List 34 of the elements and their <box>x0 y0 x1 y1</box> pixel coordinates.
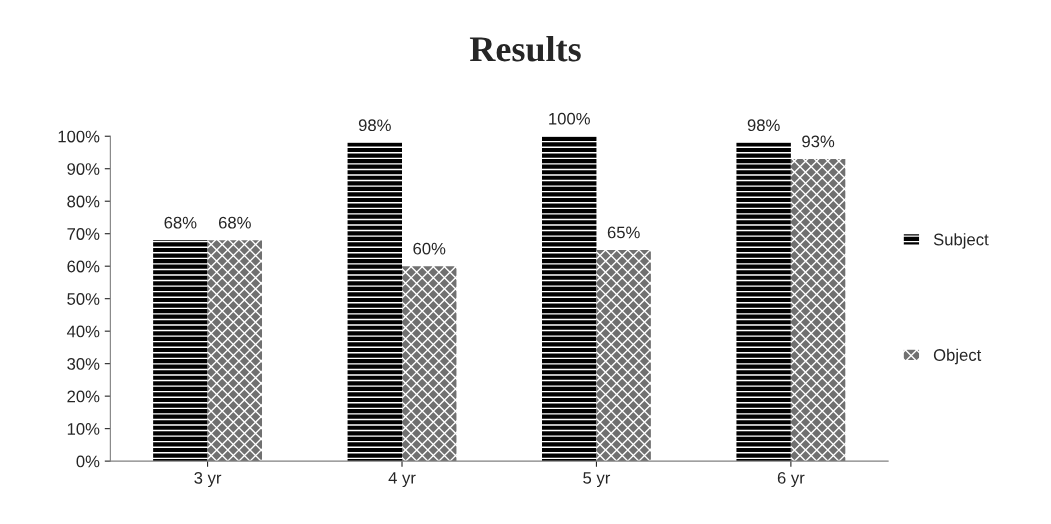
data-label: 100% <box>549 112 590 125</box>
y-tick-label: 10% <box>67 423 100 435</box>
data-label: 68% <box>164 216 197 229</box>
x-tick-label: 3 yr <box>194 471 222 488</box>
data-label: 98% <box>747 119 780 132</box>
legend-label: Object <box>933 348 982 365</box>
x-tick-label: 4 yr <box>388 472 416 488</box>
y-tick-label: 70% <box>67 228 100 240</box>
y-tick-label: 0% <box>76 455 100 468</box>
x-tick-label: 5 yr <box>583 472 611 488</box>
bar <box>207 240 263 462</box>
chart-title: Results <box>469 36 581 62</box>
y-tick-label: 40% <box>66 325 100 338</box>
y-tick-label: 50% <box>67 293 100 305</box>
y-tick-label: 60% <box>67 260 100 273</box>
bar <box>736 142 791 462</box>
data-label: 98% <box>358 119 391 132</box>
bar <box>542 136 597 462</box>
data-label: 60% <box>413 242 446 255</box>
legend-label: Subject <box>933 233 989 249</box>
y-tick-label: 20% <box>67 390 100 403</box>
bar <box>347 142 403 462</box>
bar <box>596 249 651 462</box>
data-label: 65% <box>607 226 640 239</box>
bar <box>790 158 846 462</box>
y-tick-label: 90% <box>67 163 100 175</box>
bar <box>153 240 208 462</box>
x-tick-label: 6 yr <box>777 471 805 488</box>
y-tick-label: 30% <box>67 358 100 370</box>
y-tick-label: 100% <box>58 130 100 143</box>
data-label: 68% <box>218 216 251 229</box>
bar <box>402 266 457 462</box>
y-tick-label: 80% <box>67 195 100 208</box>
data-label: 93% <box>802 135 835 148</box>
